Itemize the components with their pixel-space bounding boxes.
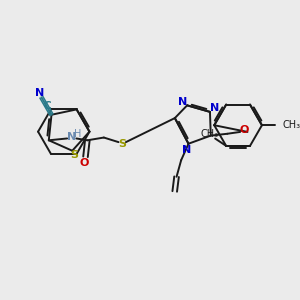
Text: H: H <box>74 129 82 139</box>
Text: CH₃: CH₃ <box>282 120 300 130</box>
Text: CH₃: CH₃ <box>201 129 219 139</box>
Text: N: N <box>210 103 219 113</box>
Text: S: S <box>70 150 78 160</box>
Text: N: N <box>178 97 187 107</box>
Text: O: O <box>239 125 248 135</box>
Text: N: N <box>182 145 191 155</box>
Text: O: O <box>80 158 89 168</box>
Text: N: N <box>67 132 76 142</box>
Text: S: S <box>118 139 126 149</box>
Text: C: C <box>44 101 51 111</box>
Text: N: N <box>35 88 44 98</box>
